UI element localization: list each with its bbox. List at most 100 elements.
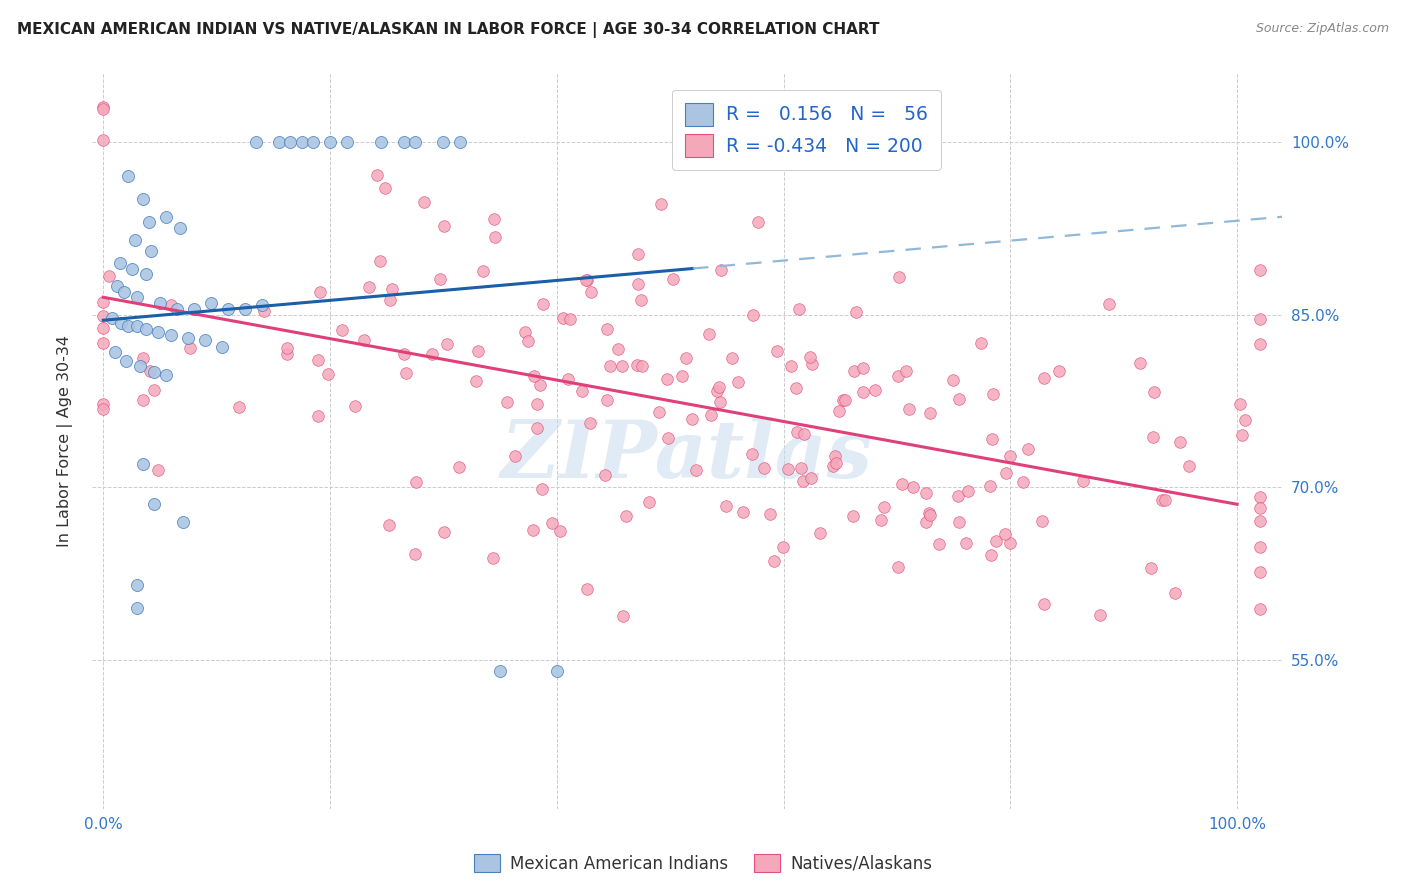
Point bbox=[302, 135, 325, 149]
Point bbox=[146, 325, 169, 339]
Point bbox=[841, 509, 863, 524]
Point bbox=[1249, 337, 1271, 351]
Point bbox=[626, 358, 648, 372]
Point bbox=[915, 485, 938, 500]
Point bbox=[780, 359, 803, 373]
Point bbox=[834, 393, 856, 408]
Point bbox=[616, 508, 638, 523]
Point bbox=[891, 477, 914, 491]
Point bbox=[110, 256, 132, 270]
Point bbox=[91, 295, 114, 310]
Point bbox=[610, 359, 633, 373]
Point bbox=[91, 309, 114, 323]
Point bbox=[821, 459, 844, 474]
Point bbox=[710, 262, 733, 277]
Point bbox=[91, 102, 114, 116]
Point bbox=[115, 353, 138, 368]
Point bbox=[276, 341, 298, 355]
Point bbox=[920, 406, 942, 420]
Point bbox=[957, 483, 980, 498]
Point bbox=[366, 168, 388, 182]
Point bbox=[228, 400, 250, 414]
Point bbox=[1249, 312, 1271, 326]
Point bbox=[127, 600, 149, 615]
Legend: R =   0.156   N =   56, R = -0.434   N = 200: R = 0.156 N = 56, R = -0.434 N = 200 bbox=[672, 90, 941, 170]
Point bbox=[149, 296, 172, 310]
Point bbox=[681, 412, 703, 426]
Point bbox=[747, 214, 769, 228]
Point bbox=[1032, 597, 1054, 611]
Point bbox=[420, 347, 443, 361]
Point bbox=[110, 316, 132, 330]
Point bbox=[378, 293, 401, 307]
Point bbox=[575, 273, 598, 287]
Point bbox=[370, 254, 392, 268]
Point bbox=[700, 408, 723, 422]
Point bbox=[901, 480, 924, 494]
Point bbox=[91, 321, 114, 335]
Point bbox=[786, 425, 808, 439]
Point bbox=[546, 664, 568, 678]
Point bbox=[766, 344, 789, 359]
Point bbox=[143, 384, 166, 398]
Point bbox=[467, 343, 489, 358]
Point bbox=[101, 310, 124, 325]
Text: ZIPatlas: ZIPatlas bbox=[501, 417, 873, 494]
Point bbox=[336, 135, 359, 149]
Point bbox=[873, 500, 896, 514]
Text: MEXICAN AMERICAN INDIAN VS NATIVE/ALASKAN IN LABOR FORCE | AGE 30-34 CORRELATION: MEXICAN AMERICAN INDIAN VS NATIVE/ALASKA… bbox=[17, 22, 879, 38]
Point bbox=[1249, 540, 1271, 554]
Point bbox=[135, 322, 157, 336]
Point bbox=[464, 374, 486, 388]
Point bbox=[160, 298, 183, 312]
Point bbox=[1229, 397, 1251, 411]
Point bbox=[374, 180, 396, 194]
Point bbox=[233, 301, 256, 316]
Point bbox=[381, 282, 404, 296]
Point bbox=[124, 233, 146, 247]
Point bbox=[429, 272, 451, 286]
Point bbox=[253, 303, 276, 318]
Point bbox=[169, 221, 191, 235]
Point bbox=[1168, 435, 1191, 450]
Point bbox=[595, 322, 617, 336]
Point bbox=[309, 285, 332, 300]
Point bbox=[432, 135, 454, 149]
Point bbox=[526, 421, 548, 435]
Point bbox=[128, 359, 150, 374]
Point bbox=[433, 219, 456, 233]
Point bbox=[575, 582, 598, 596]
Point bbox=[132, 457, 155, 471]
Point bbox=[318, 368, 340, 382]
Point bbox=[91, 335, 114, 350]
Point bbox=[404, 547, 426, 561]
Point bbox=[484, 229, 506, 244]
Point bbox=[505, 450, 527, 464]
Point bbox=[98, 268, 121, 283]
Point bbox=[579, 417, 602, 431]
Point bbox=[979, 478, 1001, 492]
Point bbox=[91, 402, 114, 417]
Point bbox=[132, 351, 155, 365]
Point bbox=[307, 353, 329, 368]
Point bbox=[433, 525, 456, 540]
Point bbox=[531, 297, 554, 311]
Point bbox=[160, 328, 183, 343]
Point bbox=[647, 404, 669, 418]
Point bbox=[551, 311, 574, 326]
Point bbox=[127, 318, 149, 333]
Point bbox=[1012, 475, 1035, 489]
Point bbox=[1163, 585, 1185, 599]
Point bbox=[330, 323, 353, 337]
Point bbox=[998, 536, 1021, 550]
Y-axis label: In Labor Force | Age 30-34: In Labor Force | Age 30-34 bbox=[58, 335, 73, 547]
Point bbox=[1139, 561, 1161, 575]
Point bbox=[523, 368, 546, 383]
Point bbox=[825, 456, 848, 470]
Point bbox=[595, 467, 617, 482]
Point bbox=[211, 340, 233, 354]
Point bbox=[1047, 364, 1070, 378]
Point bbox=[155, 210, 177, 224]
Point bbox=[482, 212, 505, 227]
Point bbox=[832, 393, 855, 408]
